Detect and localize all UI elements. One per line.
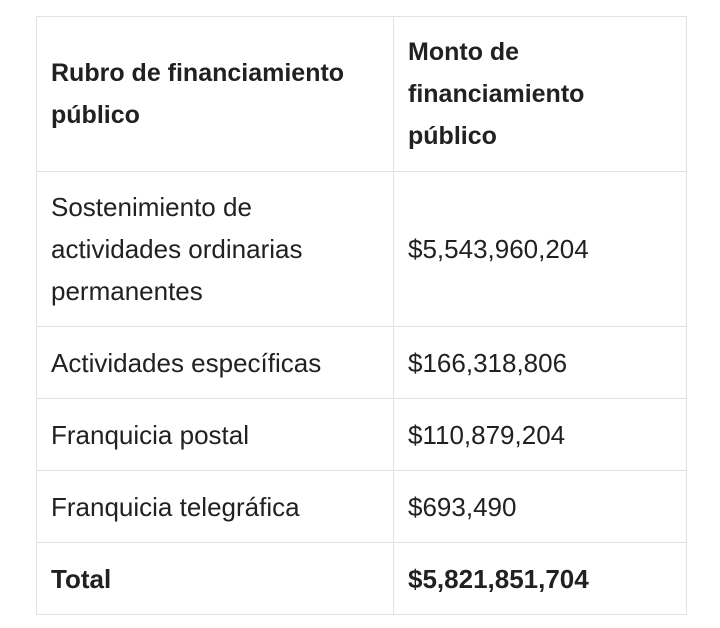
monto-cell: $5,543,960,204	[393, 171, 687, 327]
rubro-cell: Actividades específicas	[36, 326, 394, 399]
monto-cell: $693,490	[393, 470, 687, 543]
total-label: Total	[36, 542, 394, 615]
table-row: Franquicia postal $110,879,204	[36, 398, 687, 471]
funding-table: Rubro de financiamiento público Monto de…	[36, 16, 687, 615]
table-header-row: Rubro de financiamiento público Monto de…	[36, 16, 687, 172]
header-monto: Monto de financiamiento público	[393, 16, 687, 172]
table-row: Franquicia telegráfica $693,490	[36, 470, 687, 543]
header-rubro: Rubro de financiamiento público	[36, 16, 394, 172]
rubro-cell: Franquicia postal	[36, 398, 394, 471]
monto-cell: $166,318,806	[393, 326, 687, 399]
table-row: Sostenimiento de actividades ordinarias …	[36, 171, 687, 327]
table-row: Actividades específicas $166,318,806	[36, 326, 687, 399]
total-row: Total $5,821,851,704	[36, 542, 687, 615]
rubro-cell: Sostenimiento de actividades ordinarias …	[36, 171, 394, 327]
rubro-cell: Franquicia telegráfica	[36, 470, 394, 543]
total-amount: $5,821,851,704	[393, 542, 687, 615]
monto-cell: $110,879,204	[393, 398, 687, 471]
